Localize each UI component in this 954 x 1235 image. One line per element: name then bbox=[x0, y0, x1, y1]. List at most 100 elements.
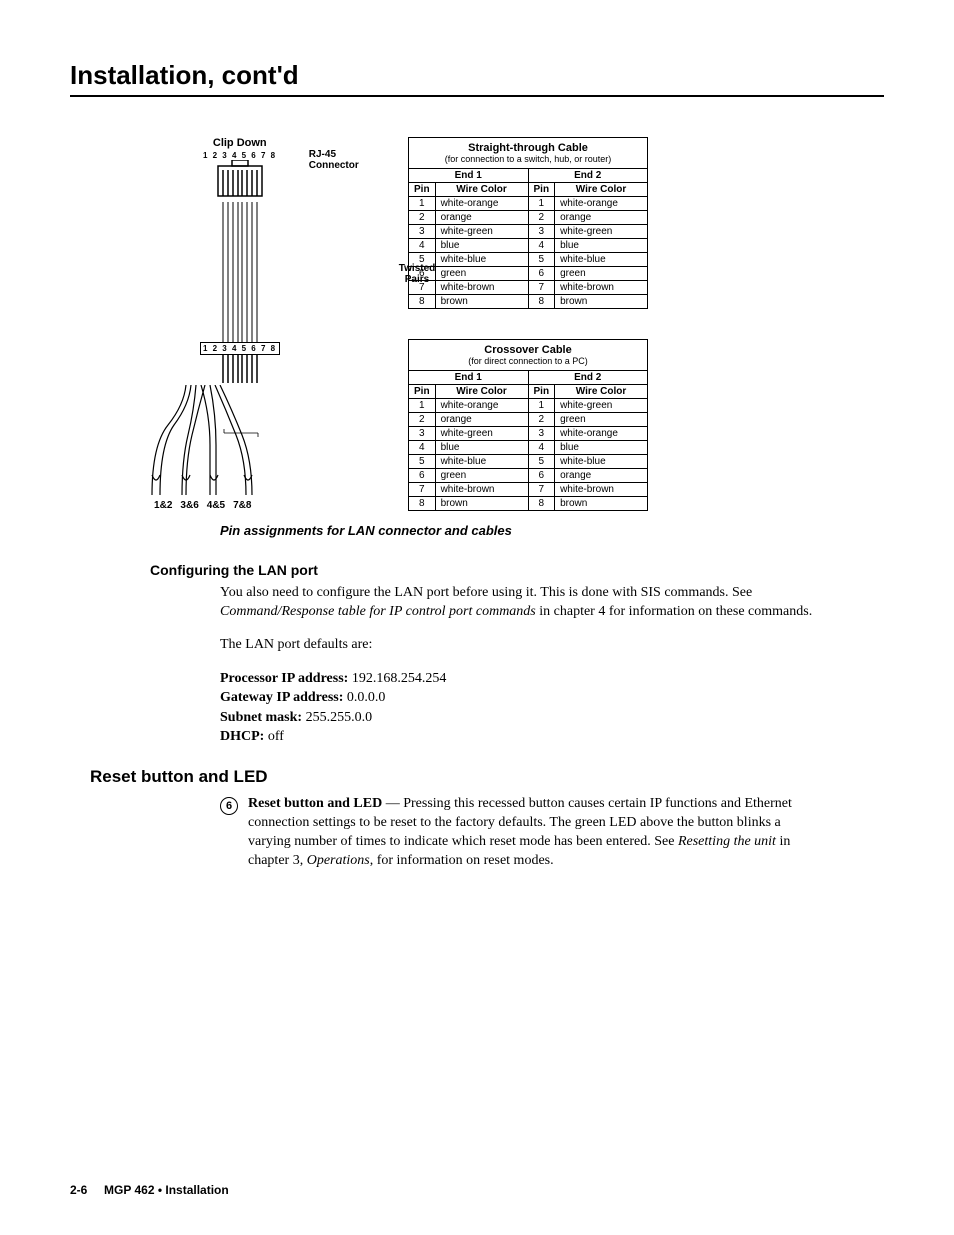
command-table-ref: Command/Response table for IP control po… bbox=[220, 604, 536, 619]
wire-color-cell: white-brown bbox=[435, 281, 528, 295]
gateway-value: 0.0.0.0 bbox=[343, 690, 385, 705]
lan-defaults: Processor IP address: 192.168.254.254 Ga… bbox=[220, 669, 884, 747]
wire-color-cell: blue bbox=[555, 441, 648, 455]
col-wire-color: Wire Color bbox=[435, 385, 528, 399]
wire-color-cell: green bbox=[435, 469, 528, 483]
wire-color-cell: white-green bbox=[555, 399, 648, 413]
wire-color-cell: green bbox=[555, 413, 648, 427]
col-pin: Pin bbox=[528, 385, 555, 399]
table-row: 4blue4blue bbox=[409, 441, 648, 455]
rj45-bottom-icon bbox=[212, 355, 268, 385]
connector-diagram: Clip Down 1 2 3 4 5 6 7 8 bbox=[220, 137, 390, 511]
wire-color-cell: white-orange bbox=[435, 197, 528, 211]
table-row: 8brown8brown bbox=[409, 497, 648, 511]
col-wire-color: Wire Color bbox=[435, 183, 528, 197]
pin-cell: 3 bbox=[528, 427, 555, 441]
pin-cell: 1 bbox=[528, 197, 555, 211]
pin-cell: 4 bbox=[528, 239, 555, 253]
col-pin: Pin bbox=[409, 183, 436, 197]
wire-color-cell: blue bbox=[555, 239, 648, 253]
pin-cell: 5 bbox=[409, 455, 436, 469]
pin-cell: 8 bbox=[409, 295, 436, 309]
table-row: 2orange2green bbox=[409, 413, 648, 427]
wire-color-cell: brown bbox=[555, 295, 648, 309]
wire-color-cell: white-green bbox=[435, 427, 528, 441]
pin-cell: 7 bbox=[528, 281, 555, 295]
config-paragraph-2: The LAN port defaults are: bbox=[220, 636, 824, 655]
wire-color-cell: white-blue bbox=[435, 253, 528, 267]
pin-cell: 8 bbox=[409, 497, 436, 511]
pin-cell: 7 bbox=[409, 281, 436, 295]
text: , for information on reset modes. bbox=[370, 853, 554, 868]
crossover-subtitle: (for direct connection to a PC) bbox=[414, 356, 642, 369]
pin-cell: 1 bbox=[409, 197, 436, 211]
table-row: 7white-brown7white-brown bbox=[409, 483, 648, 497]
pin-cell: 2 bbox=[409, 413, 436, 427]
straight-subtitle: (for connection to a switch, hub, or rou… bbox=[414, 154, 642, 167]
rj45-top-icon bbox=[212, 160, 268, 198]
pin-cell: 1 bbox=[409, 399, 436, 413]
table-row: 3white-green3white-green bbox=[409, 225, 648, 239]
wire-color-cell: white-green bbox=[435, 225, 528, 239]
pair-1-2: 1&2 bbox=[154, 500, 172, 511]
pin-cell: 4 bbox=[528, 441, 555, 455]
reset-bold-label: Reset button and LED bbox=[248, 796, 382, 811]
pin-cell: 8 bbox=[528, 497, 555, 511]
wire-color-cell: brown bbox=[435, 295, 528, 309]
wire-color-cell: white-blue bbox=[435, 455, 528, 469]
pin-cell: 2 bbox=[409, 211, 436, 225]
wire-color-cell: green bbox=[555, 267, 648, 281]
pin-cell: 2 bbox=[528, 211, 555, 225]
ip-address-value: 192.168.254.254 bbox=[348, 671, 446, 686]
table-row: 7white-brown7white-brown bbox=[409, 281, 648, 295]
table-row: 5white-blue5white-blue bbox=[409, 455, 648, 469]
pin-cell: 4 bbox=[409, 441, 436, 455]
pin-cell: 4 bbox=[409, 239, 436, 253]
table-row: 8brown8brown bbox=[409, 295, 648, 309]
table-row: 3white-green3white-orange bbox=[409, 427, 648, 441]
table-row: 2orange2orange bbox=[409, 211, 648, 225]
straight-end1: End 1 bbox=[409, 169, 529, 183]
pin-cell: 5 bbox=[528, 253, 555, 267]
ip-address-label: Processor IP address: bbox=[220, 671, 348, 686]
twisted-pairs-icon bbox=[138, 385, 268, 495]
pin-cell: 3 bbox=[528, 225, 555, 239]
table-row: 1white-orange1white-green bbox=[409, 399, 648, 413]
cable-tables: Straight-through Cable(for connection to… bbox=[408, 137, 648, 511]
col-pin: Pin bbox=[409, 385, 436, 399]
page-title: Installation, cont'd bbox=[70, 60, 884, 97]
table-row: 6green6green bbox=[409, 267, 648, 281]
pin-cell: 2 bbox=[528, 413, 555, 427]
pin-cell: 6 bbox=[409, 267, 436, 281]
cable-lines-icon bbox=[212, 202, 268, 342]
table-row: 4blue4blue bbox=[409, 239, 648, 253]
pin-cell: 1 bbox=[528, 399, 555, 413]
straight-through-table: Straight-through Cable(for connection to… bbox=[408, 137, 648, 309]
dhcp-label: DHCP: bbox=[220, 729, 264, 744]
wire-color-cell: brown bbox=[555, 497, 648, 511]
pair-4-5: 4&5 bbox=[207, 500, 225, 511]
crossover-table: Crossover Cable(for direct connection to… bbox=[408, 339, 648, 511]
wire-color-cell: orange bbox=[555, 469, 648, 483]
subnet-label: Subnet mask: bbox=[220, 710, 302, 725]
wire-color-cell: white-orange bbox=[555, 427, 648, 441]
pin-cell: 6 bbox=[409, 469, 436, 483]
crossover-title: Crossover Cable bbox=[414, 341, 642, 356]
callout-number-6: 6 bbox=[220, 797, 238, 815]
pin-cell: 7 bbox=[409, 483, 436, 497]
wire-color-cell: orange bbox=[555, 211, 648, 225]
wire-color-cell: white-green bbox=[555, 225, 648, 239]
page-number: 2-6 bbox=[70, 1183, 87, 1197]
col-wire-color: Wire Color bbox=[555, 385, 648, 399]
footer-section: MGP 462 • Installation bbox=[104, 1183, 229, 1197]
config-paragraph-1: You also need to configure the LAN port … bbox=[220, 584, 824, 622]
page-footer: 2-6 MGP 462 • Installation bbox=[70, 1183, 229, 1197]
connector-figure: Clip Down 1 2 3 4 5 6 7 8 bbox=[220, 137, 884, 511]
wire-color-cell: brown bbox=[435, 497, 528, 511]
wire-color-cell: blue bbox=[435, 441, 528, 455]
dhcp-value: off bbox=[264, 729, 284, 744]
wire-color-cell: white-brown bbox=[555, 281, 648, 295]
text: in chapter 4 for information on these co… bbox=[536, 604, 812, 619]
crossover-end1: End 1 bbox=[409, 371, 529, 385]
pair-numbers: 1&2 3&6 4&5 7&8 bbox=[138, 500, 268, 511]
